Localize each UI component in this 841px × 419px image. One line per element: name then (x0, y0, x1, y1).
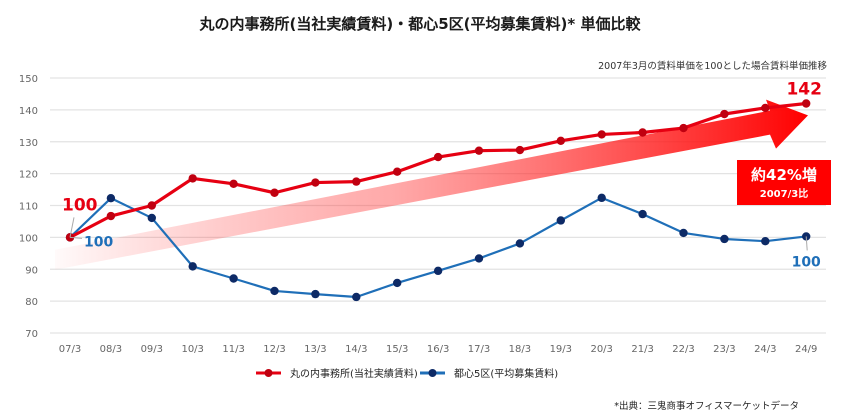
x-tick-label: 09/3 (141, 344, 163, 355)
legend-swatch-marker (264, 369, 273, 377)
data-label: 100 (792, 254, 821, 270)
x-tick-label: 13/3 (304, 344, 326, 355)
chart-title: 丸の内事務所(当社実績賃料)・都心5区(平均募集賃料)* 単価比較 (199, 15, 642, 33)
legend: 丸の内事務所(当社実績賃料) 都心5区(平均募集賃料) (256, 367, 558, 380)
y-axis-ticks: 70 80 90 100 110 120 130 140 150 (19, 74, 38, 340)
data-point (229, 179, 238, 189)
series-line (69, 101, 807, 239)
x-tick-label: 10/3 (181, 344, 203, 355)
y-tick-label: 100 (19, 233, 38, 244)
data-point (597, 130, 606, 139)
y-tick-label: 150 (19, 74, 38, 85)
x-tick-label: 21/3 (631, 344, 653, 355)
x-axis-ticks: 07/3 08/3 09/3 10/3 11/3 12/3 13/3 14/3 15/3 16/3… (59, 344, 818, 355)
x-tick-label: 24/9 (795, 344, 817, 355)
callout-sub-text: 2007/3比 (760, 187, 808, 200)
callout-background (737, 160, 831, 205)
data-label: 100 (62, 195, 98, 215)
data-point (679, 228, 688, 238)
data-point (474, 254, 484, 263)
x-tick-label: 23/3 (713, 344, 735, 355)
x-tick-label: 24/3 (754, 344, 776, 355)
x-tick-label: 17/3 (468, 344, 490, 355)
data-point (556, 216, 565, 225)
data-point (147, 201, 156, 210)
data-point (106, 193, 116, 203)
x-tick-label: 12/3 (263, 344, 285, 355)
y-tick-label: 70 (25, 329, 38, 340)
x-tick-label: 11/3 (222, 344, 244, 355)
trend-arrow (55, 99, 808, 270)
data-point (352, 292, 361, 302)
y-tick-label: 90 (25, 265, 38, 276)
data-point (720, 109, 729, 119)
data-point (229, 274, 238, 283)
data-labels: 100 100 142 100 (62, 80, 822, 271)
gridlines (50, 77, 826, 334)
x-tick-label: 07/3 (59, 344, 81, 355)
data-point (802, 99, 811, 108)
data-point (106, 211, 116, 221)
data-point (270, 286, 279, 296)
data-point (352, 177, 361, 186)
legend-item-marunouchi[interactable]: 丸の内事務所(当社実績賃料) (256, 367, 418, 380)
x-tick-label: 19/3 (550, 344, 572, 355)
data-point (761, 237, 770, 246)
callout-box: 約42%増 2007/3比 (737, 160, 831, 205)
data-point (638, 209, 647, 219)
callout-main-text: 約42%増 (751, 166, 817, 184)
y-tick-label: 130 (19, 138, 38, 149)
data-point (638, 128, 647, 137)
chart-subtitle: 2007年3月の賃料単価を100とした場合賃料単価推移 (598, 60, 827, 72)
x-tick-label: 18/3 (509, 344, 531, 355)
legend-item-toshin5ku[interactable]: 都心5区(平均募集賃料) (420, 367, 558, 380)
data-point (515, 239, 525, 248)
y-tick-label: 110 (19, 202, 38, 213)
data-label-leader (69, 217, 75, 238)
series-layer (65, 99, 811, 302)
data-point (597, 193, 606, 203)
x-tick-label: 14/3 (345, 344, 367, 355)
data-point (311, 289, 320, 299)
data-point (270, 188, 279, 197)
x-tick-label: 16/3 (427, 344, 449, 355)
legend-label: 丸の内事務所(当社実績賃料) (290, 367, 418, 380)
data-point (393, 278, 402, 288)
data-label: 100 (84, 234, 113, 250)
x-tick-label: 15/3 (386, 344, 408, 355)
source-note: *出典：三鬼商事オフィスマーケットデータ (614, 400, 799, 412)
data-point (720, 234, 729, 244)
x-tick-label: 22/3 (672, 344, 694, 355)
data-point (188, 174, 197, 183)
legend-swatch-marker (428, 369, 437, 377)
data-point (147, 213, 156, 223)
series-marunouchi (65, 99, 811, 242)
data-point (761, 103, 770, 113)
y-tick-label: 120 (19, 170, 38, 181)
data-point (311, 178, 320, 187)
data-point (188, 262, 197, 271)
x-tick-label: 08/3 (100, 344, 122, 355)
y-tick-label: 80 (25, 297, 38, 308)
data-label-leader (805, 236, 808, 251)
data-label-leader (69, 236, 83, 239)
y-tick-label: 140 (19, 106, 38, 117)
data-point (515, 145, 525, 155)
x-tick-label: 20/3 (590, 344, 612, 355)
data-point (433, 152, 443, 162)
data-point (393, 167, 402, 176)
data-point (679, 123, 688, 133)
data-point (474, 146, 484, 155)
data-label: 142 (786, 80, 822, 100)
legend-label: 都心5区(平均募集賃料) (454, 367, 558, 380)
data-point (433, 266, 443, 276)
data-point (556, 136, 565, 145)
series-toshin5ku (65, 193, 811, 302)
series-line (69, 196, 807, 299)
